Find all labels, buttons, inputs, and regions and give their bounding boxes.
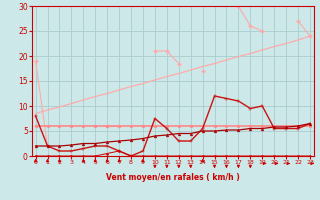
X-axis label: Vent moyen/en rafales ( km/h ): Vent moyen/en rafales ( km/h ) <box>106 174 240 183</box>
